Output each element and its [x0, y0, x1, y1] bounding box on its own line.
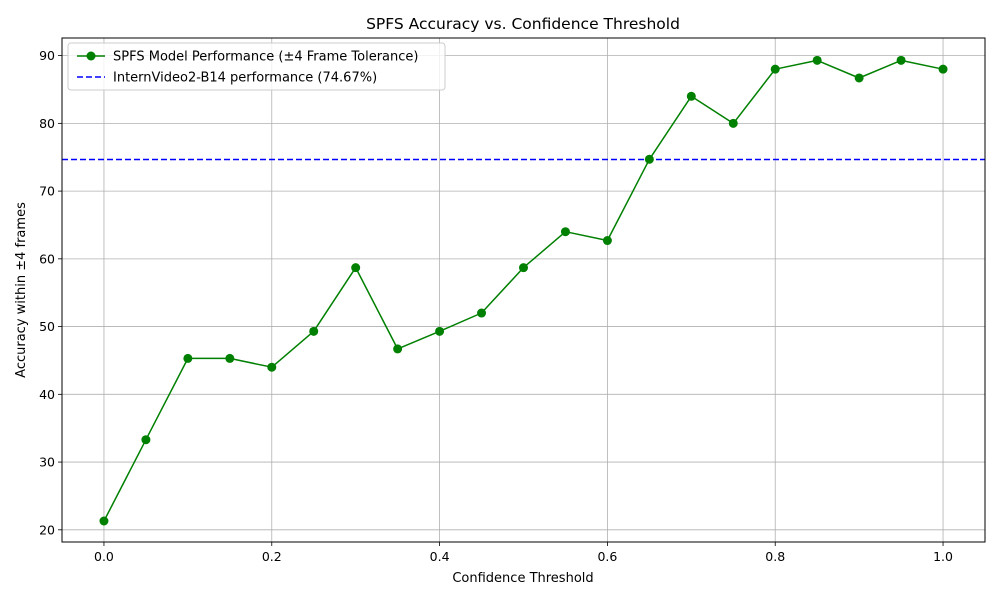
x-axis-ticks: 0.0 0.2 0.4 0.6 0.8 1.0 — [94, 542, 953, 564]
y-tick-label: 40 — [39, 387, 55, 402]
data-point — [854, 73, 864, 83]
y-tick-label: 50 — [39, 319, 55, 334]
y-axis-label: Accuracy within ±4 frames — [14, 202, 29, 378]
x-tick-label: 0.2 — [262, 549, 282, 564]
data-point — [938, 64, 948, 74]
x-tick-label: 0.0 — [94, 549, 114, 564]
y-tick-label: 90 — [39, 48, 55, 63]
legend-marker-spfs — [86, 51, 96, 61]
data-point — [896, 55, 906, 65]
x-tick-label: 0.4 — [430, 549, 450, 564]
chart-title: SPFS Accuracy vs. Confidence Threshold — [366, 15, 680, 33]
series-group — [99, 55, 948, 526]
y-tick-label: 30 — [39, 455, 55, 470]
data-point — [519, 263, 528, 273]
data-point — [393, 344, 403, 354]
data-point — [728, 118, 738, 128]
data-point — [351, 263, 361, 273]
data-point — [183, 353, 193, 363]
legend-box — [67, 42, 446, 91]
data-point — [812, 55, 822, 65]
y-tick-label: 20 — [39, 522, 55, 537]
data-point — [602, 236, 612, 246]
data-point — [99, 516, 109, 526]
legend-label-internvideo: InternVideo2-B14 performance (74.67%) — [113, 71, 377, 86]
data-point — [267, 362, 277, 372]
data-point — [477, 308, 487, 318]
y-axis-ticks: 20 30 40 50 60 70 80 90 — [39, 48, 62, 537]
y-tick-label: 60 — [39, 251, 55, 266]
data-point — [770, 64, 780, 74]
y-tick-label: 80 — [39, 116, 55, 131]
legend-label-spfs: SPFS Model Performance (±4 Frame Toleran… — [113, 50, 418, 65]
y-tick-label: 70 — [39, 184, 55, 199]
plot-frame — [61, 37, 986, 543]
x-tick-label: 1.0 — [933, 549, 953, 564]
x-tick-label: 0.6 — [597, 549, 617, 564]
data-point — [435, 326, 445, 336]
data-point — [309, 326, 319, 336]
data-point — [560, 227, 570, 237]
legend: SPFS Model Performance (±4 Frame Toleran… — [67, 42, 446, 91]
data-point — [644, 154, 654, 164]
grid — [62, 38, 985, 542]
x-tick-label: 0.8 — [765, 549, 785, 564]
data-point — [686, 91, 696, 101]
data-point — [141, 435, 151, 445]
x-axis-label: Confidence Threshold — [452, 571, 593, 586]
data-point — [225, 353, 235, 363]
